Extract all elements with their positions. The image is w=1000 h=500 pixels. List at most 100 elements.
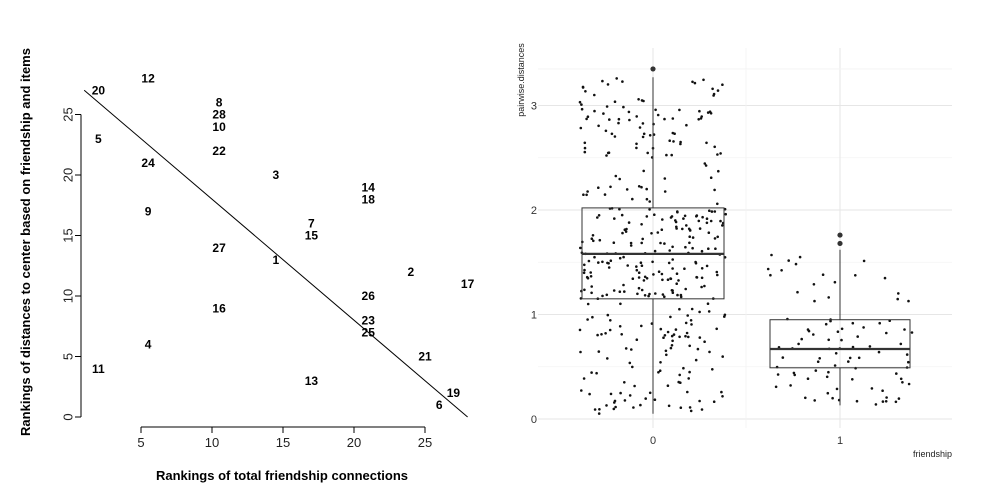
- jitter-point: [707, 247, 710, 250]
- jitter-point: [712, 94, 715, 97]
- jitter-point: [720, 390, 723, 394]
- jitter-point: [688, 344, 691, 348]
- jitter-point: [643, 294, 647, 297]
- jitter-point: [578, 328, 582, 332]
- jitter-point: [664, 349, 668, 353]
- jitter-point: [678, 335, 681, 339]
- jitter-point: [668, 249, 671, 252]
- jitter-point: [774, 385, 778, 389]
- y-tick-label: 0: [61, 413, 76, 420]
- point-label-28: 28: [212, 108, 226, 122]
- jitter-point: [685, 123, 688, 127]
- jitter-point: [827, 370, 830, 374]
- jitter-point: [663, 242, 666, 245]
- jitter-point: [688, 235, 691, 238]
- jitter-point: [851, 321, 855, 325]
- y-tick-label: 10: [61, 289, 76, 303]
- jitter-point: [713, 237, 717, 240]
- jitter-point: [622, 255, 625, 259]
- jitter-point: [618, 290, 622, 294]
- x-tick-label: 1: [837, 435, 843, 447]
- jitter-point: [647, 294, 650, 298]
- point-label-14: 14: [362, 180, 376, 194]
- jitter-point: [804, 396, 807, 400]
- jitter-point: [618, 325, 622, 328]
- jitter-point: [670, 215, 674, 218]
- jitter-point: [620, 213, 624, 217]
- jitter-point: [607, 151, 611, 154]
- x-axis-label: Rankings of total friendship connections: [156, 468, 408, 483]
- jitter-point: [724, 212, 727, 216]
- jitter-point: [694, 358, 698, 362]
- jitter-point: [625, 188, 629, 191]
- jitter-point: [827, 338, 830, 342]
- point-label-16: 16: [212, 301, 226, 315]
- jitter-point: [705, 217, 709, 220]
- jitter-point: [698, 310, 701, 314]
- jitter-point: [711, 87, 714, 91]
- jitter-point: [708, 110, 712, 113]
- jitter-point: [776, 373, 780, 376]
- jitter-point: [835, 387, 839, 391]
- jitter-point: [856, 335, 859, 338]
- jitter-point: [612, 407, 616, 411]
- jitter-point: [641, 122, 645, 125]
- jitter-point: [626, 264, 629, 267]
- jitter-point: [654, 292, 657, 295]
- jitter-point: [698, 227, 702, 230]
- y-axis-label: Rankings of distances to center based on…: [18, 48, 33, 436]
- jitter-point: [874, 403, 878, 406]
- jitter-point: [695, 215, 698, 218]
- jitter-point: [667, 404, 671, 408]
- jitter-point: [630, 348, 633, 351]
- jitter-point: [687, 335, 690, 339]
- jitter-point: [640, 223, 643, 226]
- point-label-27: 27: [212, 241, 226, 255]
- jitter-point: [812, 333, 815, 336]
- jitter-point: [697, 219, 701, 223]
- jitter-point: [614, 174, 618, 178]
- jitter-point: [885, 396, 888, 399]
- jitter-point: [691, 236, 695, 239]
- point-label-2: 2: [407, 265, 414, 279]
- jitter-point: [613, 401, 616, 404]
- jitter-point: [708, 209, 711, 212]
- jitter-point: [624, 347, 628, 350]
- jitter-point: [688, 370, 691, 374]
- jitter-point: [612, 241, 616, 244]
- jitter-point: [840, 327, 844, 331]
- jitter-point: [696, 347, 700, 351]
- y-tick-label: 3: [531, 100, 537, 112]
- point-label-25: 25: [362, 326, 376, 340]
- jitter-point: [665, 353, 668, 357]
- jitter-point: [693, 81, 697, 85]
- jitter-point: [593, 93, 596, 97]
- point-label-20: 20: [92, 84, 106, 98]
- jitter-point: [881, 400, 885, 403]
- jitter-point: [706, 302, 710, 306]
- jitter-point: [670, 334, 674, 338]
- jitter-point: [628, 361, 632, 365]
- jitter-point: [862, 326, 865, 329]
- point-label-13: 13: [305, 374, 319, 388]
- jitter-point: [656, 231, 660, 234]
- jitter-point: [684, 245, 687, 249]
- jitter-point: [834, 352, 838, 355]
- jitter-point: [824, 322, 828, 326]
- jitter-point: [591, 234, 595, 237]
- jitter-point: [851, 345, 855, 349]
- jitter-point: [697, 118, 700, 121]
- jitter-point: [609, 185, 612, 189]
- jitter-point: [671, 117, 675, 120]
- jitter-point: [659, 327, 663, 331]
- jitter-point: [627, 221, 631, 224]
- jitter-point: [618, 177, 621, 181]
- jitter-point: [684, 287, 687, 291]
- pairwise-distance-boxplot: 0 1 2 3 0 1 friendship pairwise.distances: [516, 43, 952, 459]
- jitter-point: [677, 279, 680, 282]
- jitter-point: [635, 338, 639, 342]
- jitter-point: [651, 260, 654, 264]
- jitter-point: [595, 371, 598, 375]
- jitter-point: [675, 282, 678, 286]
